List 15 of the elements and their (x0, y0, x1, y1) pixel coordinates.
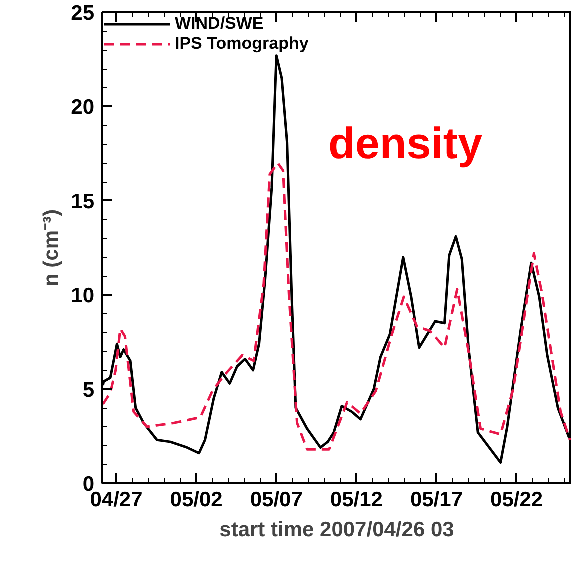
y-tick-label: 5 (82, 378, 95, 402)
x-tick-label: 05/02 (170, 488, 223, 512)
y-tick-label: 10 (71, 284, 94, 308)
x-tick-label: 05/07 (250, 488, 303, 512)
x-tick-label: 05/12 (330, 488, 383, 512)
x-tick-label: 05/22 (490, 488, 544, 512)
legend-label: IPS Tomography (175, 34, 309, 54)
y-tick-label: 15 (71, 190, 95, 214)
y-axis-title: n (cm⁻³) (40, 209, 64, 286)
x-axis-title: start time 2007/04/26 03 (220, 518, 454, 542)
x-tick-label: 05/17 (410, 488, 464, 512)
legend-label: WIND/SWE (175, 14, 264, 34)
y-tick-label: 20 (71, 96, 94, 120)
y-tick-label: 25 (71, 2, 95, 25)
annotation: density (328, 120, 484, 168)
